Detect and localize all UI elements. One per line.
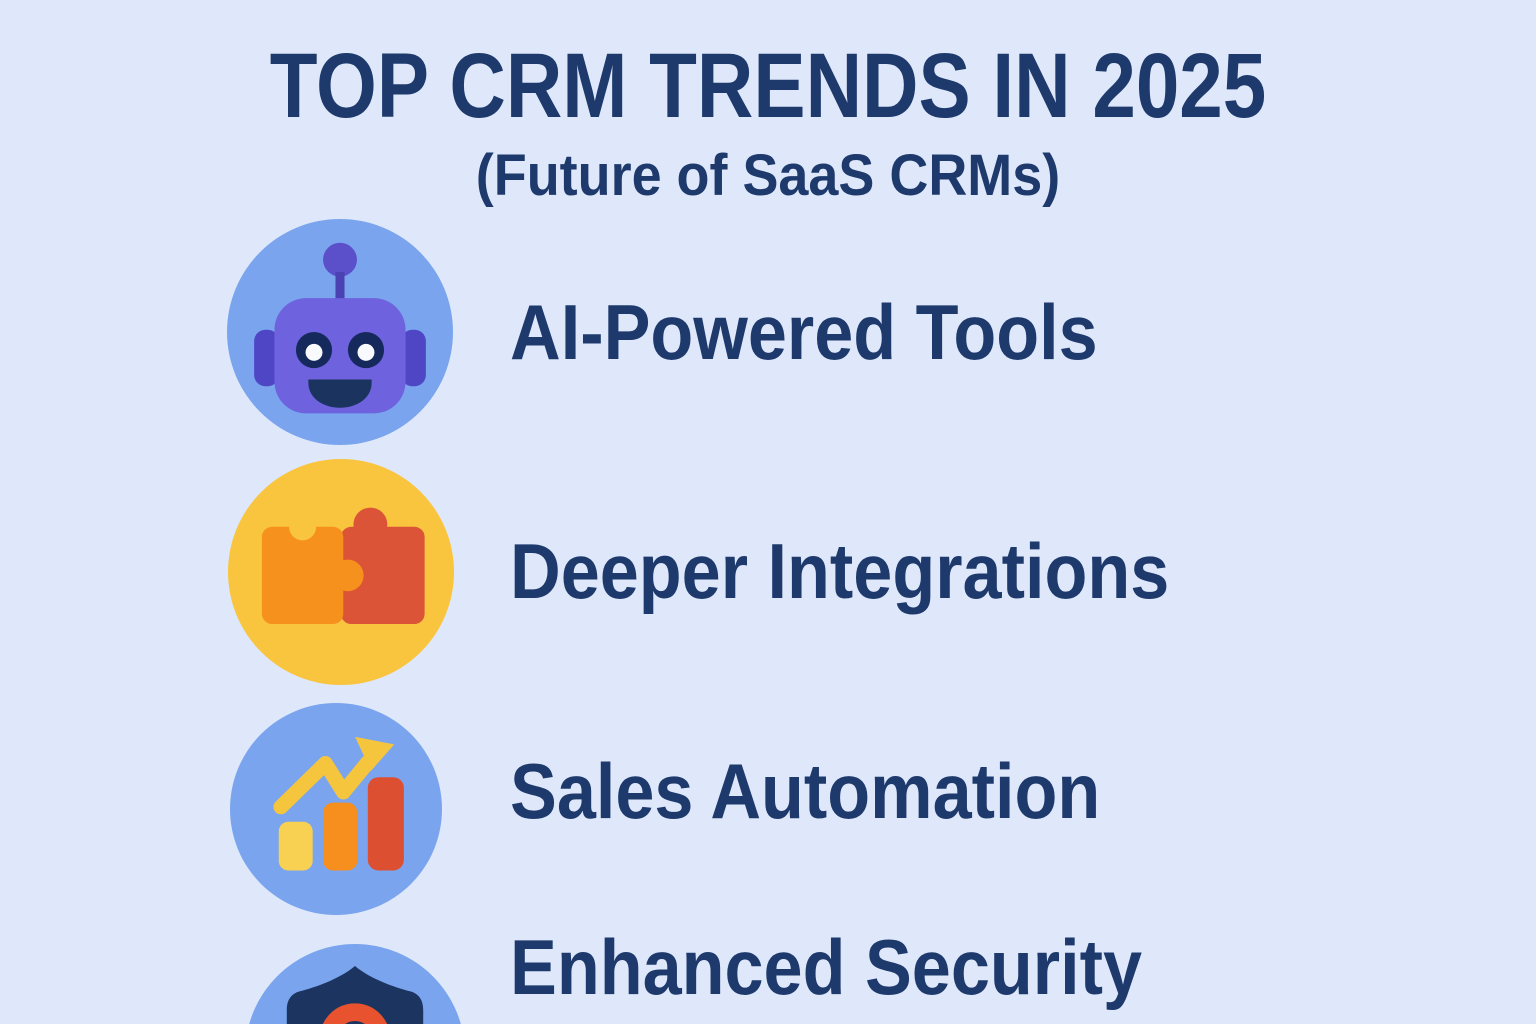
- robot-icon: [227, 219, 453, 445]
- item-label-ai-powered-tools: AI-Powered Tools: [510, 288, 1098, 376]
- page-subtitle: (Future of SaaS CRMs): [475, 143, 1061, 208]
- growth-chart-icon: [230, 703, 442, 915]
- item-label-deeper-integrations: Deeper Integrations: [510, 527, 1170, 615]
- item-label-enhanced-security: Enhanced Security: [510, 923, 1143, 1011]
- shield-lock-icon: [245, 944, 465, 1024]
- item-label-sales-automation: Sales Automation: [510, 747, 1101, 835]
- puzzle-icon: [228, 459, 454, 685]
- page-title: TOP CRM TRENDS IN 2025: [269, 35, 1267, 137]
